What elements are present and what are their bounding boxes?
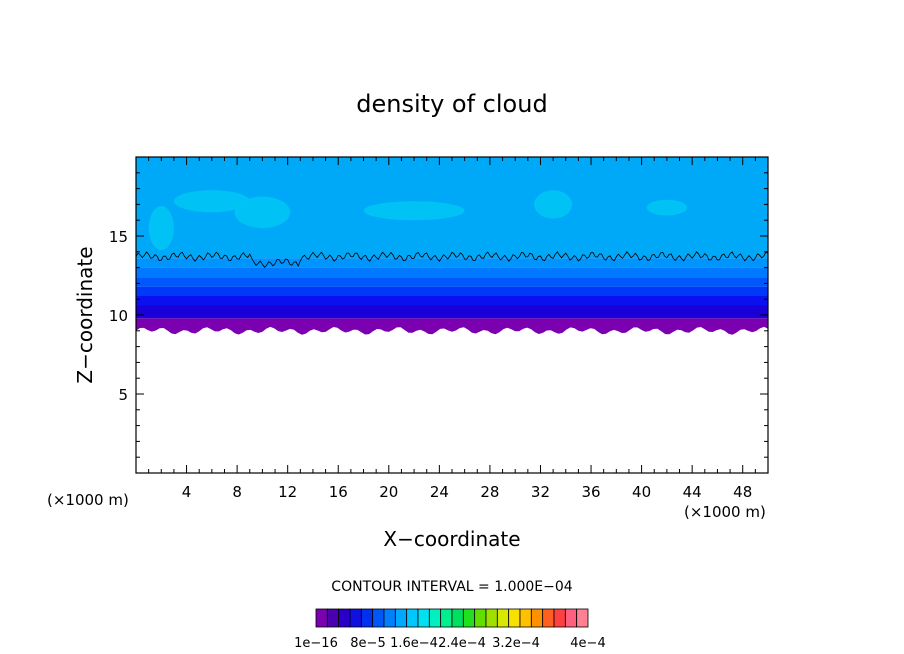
- colorbar-swatch: [508, 608, 521, 628]
- colorbar-swatch: [338, 608, 351, 628]
- cloud-layer: [136, 267, 768, 278]
- cloud-patch: [534, 190, 573, 219]
- x-axis-label: X−coordinate: [383, 527, 520, 551]
- x-tick-label: 8: [232, 483, 242, 501]
- colorbar-labels: 1e−16 8e−5 1.6e−4 2.4e−4 3.2e−4 4e−4: [294, 636, 606, 651]
- cloud-layer: [136, 318, 768, 335]
- colorbar-swatch: [462, 608, 476, 628]
- cloud-layer: [136, 258, 768, 268]
- colorbar-label: 8e−5: [350, 636, 385, 651]
- colorbar-swatch: [315, 608, 328, 628]
- contour-line: [135, 251, 769, 269]
- colorbar-label: 1e−16: [294, 636, 338, 651]
- cloud-patch: [646, 199, 688, 216]
- x-unit-label-left: (×1000 m): [47, 491, 129, 509]
- colorbar-label: 2.4e−4: [438, 636, 486, 651]
- x-tick-label: 44: [683, 483, 702, 501]
- cloud-patch: [148, 206, 174, 251]
- cloud-patch: [363, 201, 465, 221]
- x-tick-label: 16: [329, 483, 348, 501]
- y-tick-label: 10: [109, 307, 128, 325]
- colorbar-swatch: [428, 608, 442, 628]
- colorbar-swatch: [372, 608, 385, 628]
- colorbar-swatch: [474, 608, 487, 628]
- cloud-layer: [136, 305, 768, 319]
- colorbar-swatch: [451, 608, 464, 628]
- colorbar-swatch: [440, 608, 453, 628]
- cloud-layer: [136, 286, 768, 296]
- y-tick-label: 5: [118, 386, 128, 404]
- colorbar: [315, 608, 589, 628]
- colorbar-swatch: [383, 608, 396, 628]
- cloud-patch: [234, 196, 291, 229]
- colorbar-swatch: [485, 608, 498, 628]
- colorbar-label: 4e−4: [570, 636, 605, 651]
- colorbar-swatch: [406, 608, 419, 628]
- colorbar-swatch: [553, 608, 566, 628]
- cloud-layer: [136, 277, 768, 287]
- x-axis-ticks: 4 8 12 16 20 24 28 32 36 40 44 48: [148, 157, 756, 501]
- colorbar-swatch: [542, 608, 555, 628]
- colorbar-swatch: [349, 608, 362, 628]
- colorbar-label: 3.2e−4: [492, 636, 540, 651]
- contour-interval-label: CONTOUR INTERVAL = 1.000E−04: [331, 579, 572, 595]
- x-tick-label: 48: [733, 483, 752, 501]
- chart-title: density of cloud: [356, 90, 547, 118]
- x-tick-label: 20: [379, 483, 398, 501]
- y-tick-label: 15: [109, 228, 128, 246]
- colorbar-swatch: [576, 608, 589, 628]
- colorbar-swatch: [417, 608, 430, 628]
- x-tick-label: 12: [278, 483, 297, 501]
- x-tick-label: 28: [480, 483, 499, 501]
- x-tick-label: 36: [581, 483, 600, 501]
- cloud-layer: [136, 296, 768, 306]
- colorbar-swatch: [496, 608, 510, 628]
- x-unit-label-right: (×1000 m): [684, 503, 766, 521]
- plot-area: [135, 157, 769, 335]
- y-axis-label: Z−coordinate: [73, 246, 97, 383]
- y-axis-ticks: 5 10 15: [109, 172, 768, 458]
- x-tick-label: 32: [531, 483, 550, 501]
- colorbar-swatch: [530, 608, 544, 628]
- colorbar-swatch: [564, 608, 578, 628]
- cloud-patch: [173, 190, 250, 213]
- x-tick-label: 40: [632, 483, 651, 501]
- colorbar-swatch: [326, 608, 340, 628]
- colorbar-swatch: [394, 608, 408, 628]
- x-tick-label: 24: [430, 483, 449, 501]
- colorbar-label: 1.6e−4: [390, 636, 438, 651]
- x-tick-label: 4: [182, 483, 192, 501]
- colorbar-swatch: [360, 608, 374, 628]
- colorbar-swatch: [519, 608, 532, 628]
